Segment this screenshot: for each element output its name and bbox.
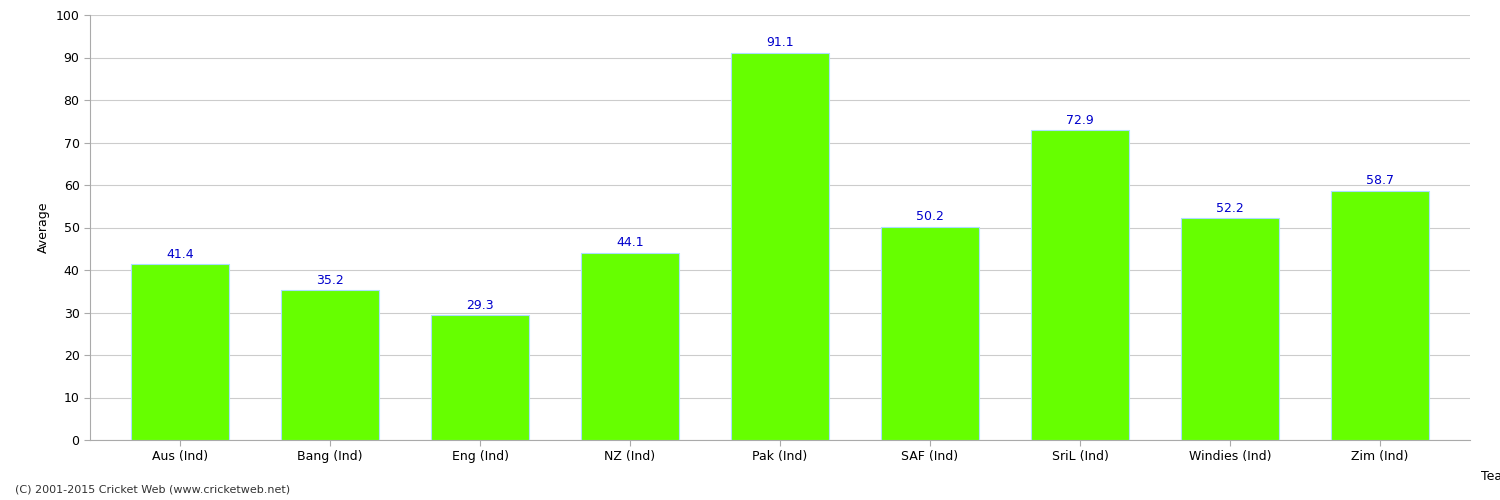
Bar [132,264,230,440]
Text: 29.3: 29.3 [466,299,494,312]
Text: (C) 2001-2015 Cricket Web (www.cricketweb.net): (C) 2001-2015 Cricket Web (www.cricketwe… [15,485,290,495]
Bar [282,290,378,440]
X-axis label: Team: Team [1480,470,1500,483]
Bar [1032,130,1128,440]
Bar [1332,190,1430,440]
Bar [432,316,530,440]
Text: 52.2: 52.2 [1216,202,1243,215]
Bar [1182,218,1278,440]
Bar [882,226,980,440]
Text: 44.1: 44.1 [616,236,644,249]
Text: 72.9: 72.9 [1066,114,1094,127]
Y-axis label: Average: Average [38,202,50,253]
Text: 41.4: 41.4 [166,248,194,260]
Text: 91.1: 91.1 [766,36,794,50]
Text: 58.7: 58.7 [1366,174,1394,187]
Bar [582,252,678,440]
Text: 35.2: 35.2 [316,274,344,287]
Text: 50.2: 50.2 [916,210,944,223]
Bar [732,53,830,440]
